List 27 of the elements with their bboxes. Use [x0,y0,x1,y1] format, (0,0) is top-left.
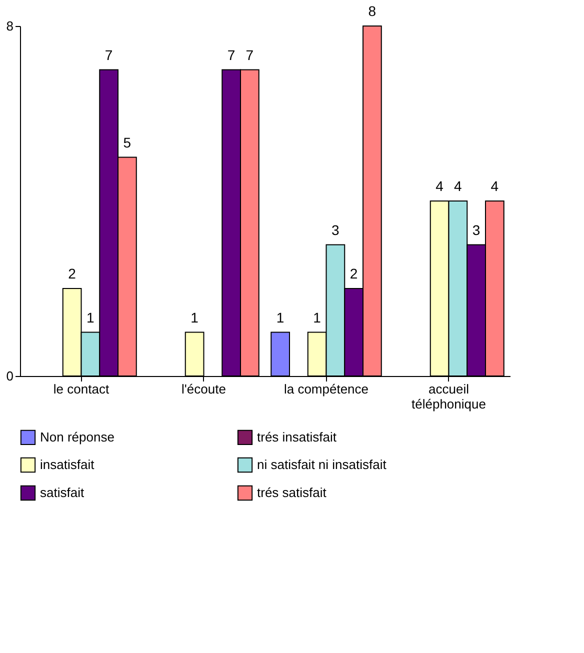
x-tick-label: l'écoute [182,382,226,396]
x-tick-label: le contact [53,382,110,396]
legend-label: ni satisfait ni insatisfait [257,457,387,472]
data-label: 1 [313,309,322,326]
data-label: 3 [332,222,340,238]
x-tick-label: la compétence [284,382,369,396]
data-label: 4 [436,178,444,194]
data-label: 5 [123,134,132,150]
data-label: 7 [104,46,113,63]
legend-label: Non réponse [40,429,114,444]
legend-label: trés satisfait [257,485,327,500]
legend-label: insatisfait [40,457,95,472]
data-label: 2 [68,266,76,282]
data-label: 4 [454,178,462,194]
data-label: 8 [368,3,376,19]
data-label: 1 [86,309,95,326]
legend-label: satisfait [40,485,84,500]
data-label: 2 [350,266,358,282]
data-label: 4 [490,178,499,194]
y-tick-label: 0 [6,368,14,384]
data-label: 7 [246,46,254,63]
x-tick-label: accueil téléphonique [412,382,486,412]
data-label: 7 [227,46,236,63]
data-label: 1 [190,309,199,326]
data-label: 3 [472,222,480,238]
data-label: 1 [276,309,284,326]
legend-label: trés insatisfait [257,429,337,444]
